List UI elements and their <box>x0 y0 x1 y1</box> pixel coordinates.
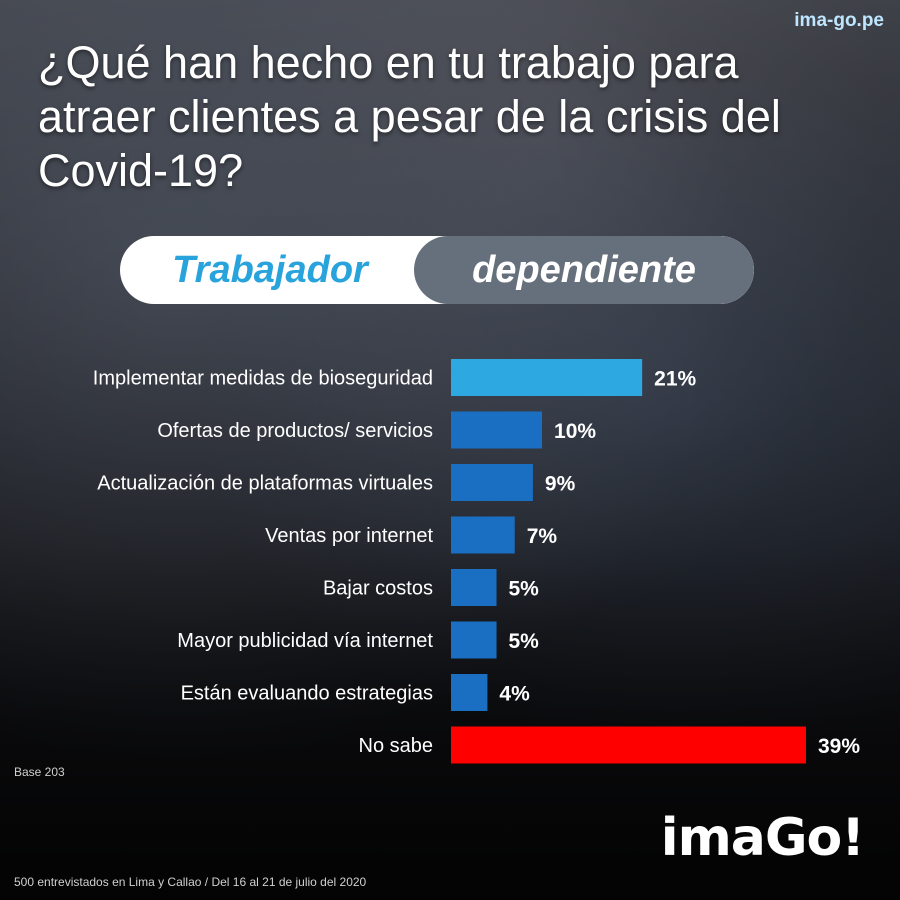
value-label: 21% <box>654 368 696 391</box>
category-label: Actualización de plataformas virtuales <box>97 473 433 495</box>
bar <box>451 464 533 501</box>
category-label: Ofertas de productos/ servicios <box>157 420 433 442</box>
segment-left-label: Trabajador <box>172 248 368 291</box>
bar <box>451 359 643 396</box>
chart-title: ¿Qué han hecho en tu trabajo para atraer… <box>38 37 781 196</box>
value-label: 9% <box>545 473 576 496</box>
imago-logo: imaGo! <box>660 808 865 868</box>
value-label: 5% <box>509 578 540 601</box>
bar <box>451 621 497 659</box>
value-label: 7% <box>527 525 558 548</box>
bar <box>451 674 488 711</box>
segment-pill: Trabajador dependiente <box>120 236 754 304</box>
value-label: 5% <box>509 630 540 653</box>
bar <box>451 569 497 606</box>
site-url: ima-go.pe <box>794 10 884 31</box>
survey-footer-note: 500 entrevistados en Lima y Callao / Del… <box>14 875 367 889</box>
bar <box>451 516 515 554</box>
category-label: Ventas por internet <box>265 525 433 547</box>
value-label: 39% <box>818 735 860 758</box>
category-label: Mayor publicidad vía internet <box>177 630 433 652</box>
category-label: Bajar costos <box>323 578 433 600</box>
segment-right-label: dependiente <box>414 236 754 304</box>
category-label: No sabe <box>359 735 434 757</box>
value-label: 4% <box>499 683 530 706</box>
category-label: Implementar medidas de bioseguridad <box>93 368 433 390</box>
value-label: 10% <box>554 420 596 443</box>
bar <box>451 726 806 764</box>
bar <box>451 411 543 449</box>
bar-chart: Implementar medidas de bioseguridad 21% Of… <box>93 359 860 764</box>
sample-base-note: Base 203 <box>14 765 65 779</box>
category-label: Están evaluando estrategias <box>181 683 433 705</box>
